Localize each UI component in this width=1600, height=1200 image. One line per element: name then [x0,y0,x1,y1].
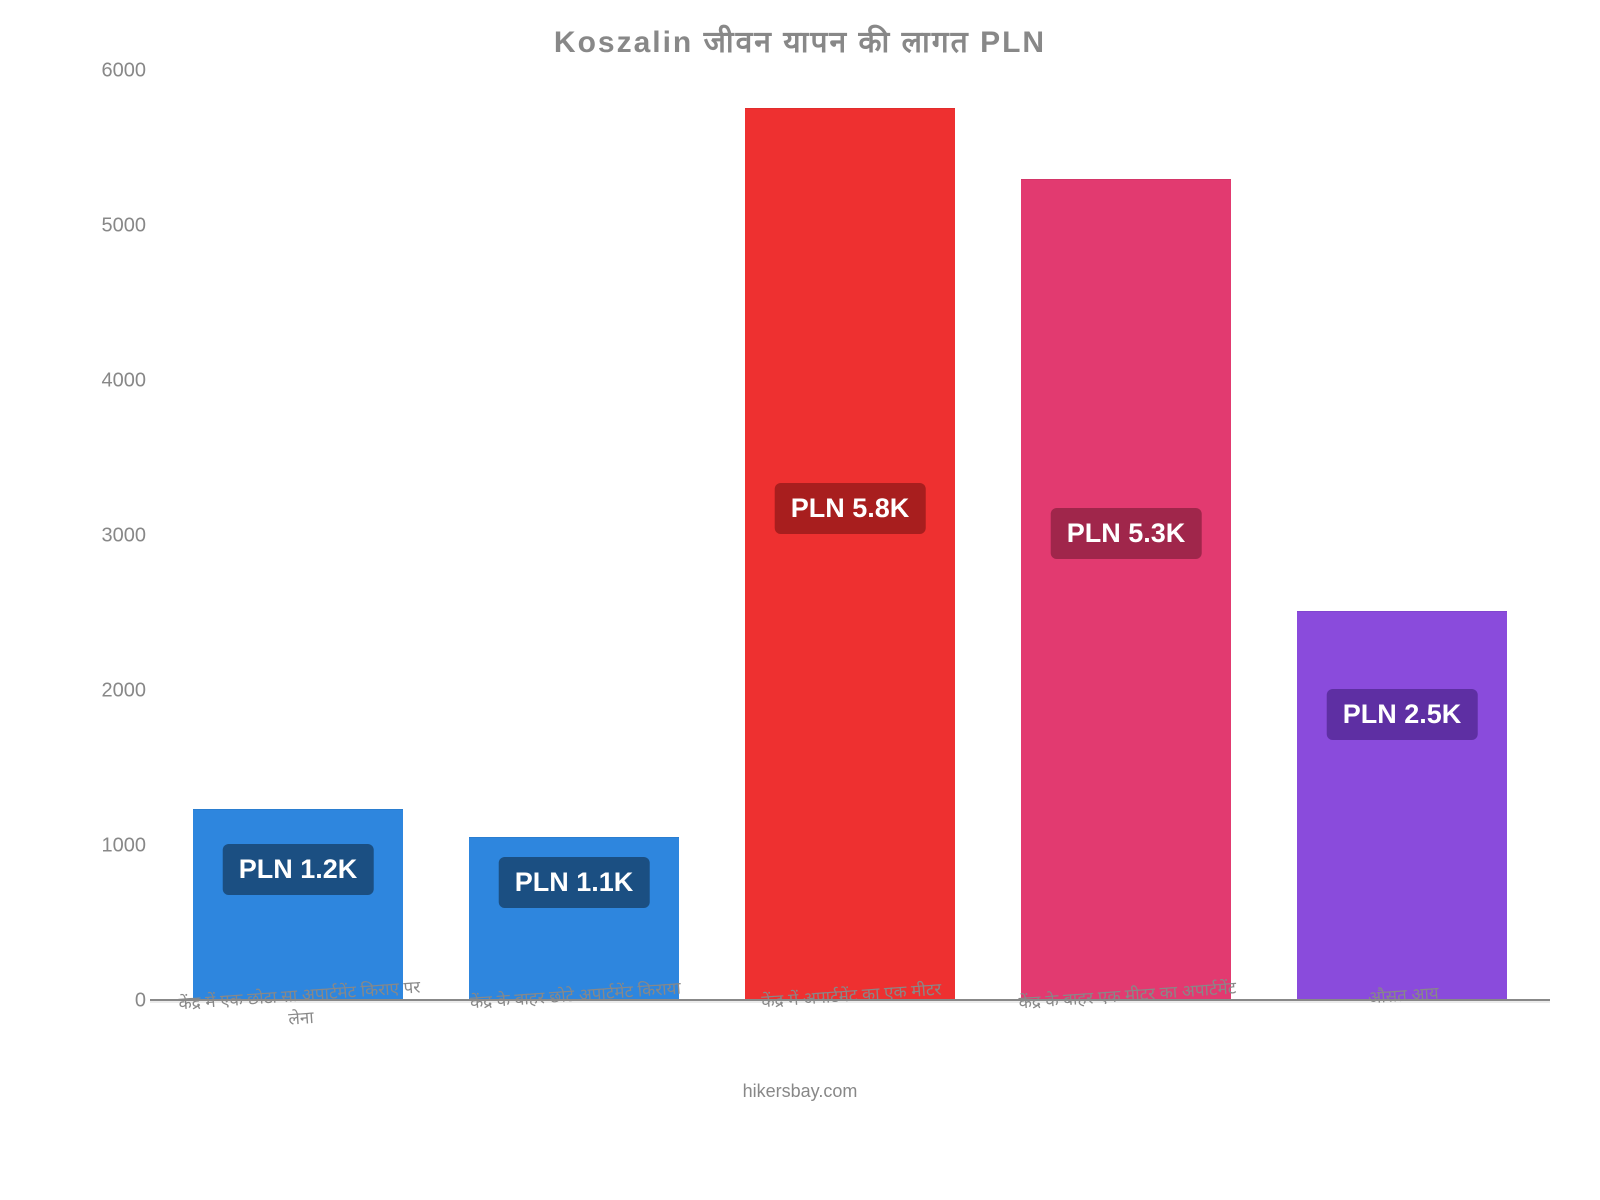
bar: PLN 5.8K [745,108,955,999]
bar-value-label: PLN 5.3K [1051,508,1202,559]
bar-slot: PLN 5.3K [988,71,1264,999]
chart-footer: hikersbay.com [50,1081,1550,1102]
bars-group: PLN 1.2K PLN 1.1K PLN 5.8K PLN 5.3K PLN 2.5K [150,71,1550,999]
y-tick: 1000 [90,835,146,858]
y-tick: 3000 [90,525,146,548]
bar-value-label: PLN 1.1K [499,857,650,908]
bar-slot: PLN 1.2K [160,71,436,999]
x-axis-label: केंद्र में अपार्टमेंट का एक मीटर [712,965,991,1038]
x-axis-label: केंद्र के बाहर एक मीटर का अपार्टमेंट [988,965,1267,1038]
y-tick: 4000 [90,369,146,392]
bar-slot: PLN 2.5K [1264,71,1540,999]
bar: PLN 2.5K [1297,611,1507,999]
bar: PLN 5.3K [1021,179,1231,999]
y-tick: 0 [90,990,146,1013]
chart-title: Koszalin जीवन यापन की लागत PLN [50,20,1550,61]
bar-value-label: PLN 1.2K [223,844,374,895]
y-tick: 5000 [90,214,146,237]
x-axis-label: केंद्र के बाहर छोटे अपार्टमेंट किराया [436,965,715,1038]
x-axis-label: केंद्र में एक छोटा सा अपार्टमेंट किराए प… [160,965,439,1038]
y-tick: 6000 [90,60,146,83]
x-axis-labels: केंद्र में एक छोटा सा अपार्टमेंट किराए प… [150,975,1550,1029]
bar-value-label: PLN 2.5K [1327,689,1478,740]
chart-container: Koszalin जीवन यापन की लागत PLN 0 1000 2000… [50,20,1550,1120]
y-axis: 0100020003000400050006000 [90,71,150,1001]
plot: 0100020003000400050006000 PLN 1.2KPLN 1.… [90,71,1550,1001]
bar-slot: PLN 5.8K [712,71,988,999]
y-tick: 2000 [90,679,146,702]
plot-area: PLN 1.2K PLN 1.1K PLN 5.8K PLN 5.3K PLN 2.5K [150,71,1550,1001]
bar-slot: PLN 1.1K [436,71,712,999]
x-axis-label: औसत आय [1264,965,1543,1038]
bar-value-label: PLN 5.8K [775,483,926,534]
